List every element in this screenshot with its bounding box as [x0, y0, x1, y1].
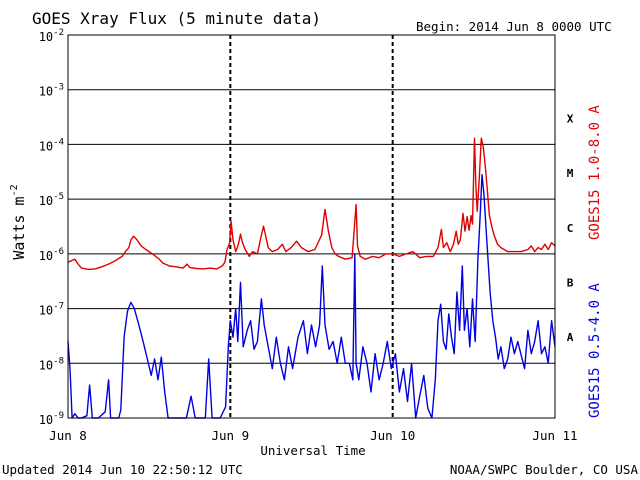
series-layer [67, 137, 556, 419]
y-tick-label-0: 10-2 [39, 28, 64, 44]
y-axis-label: Watts m-2 [9, 184, 28, 259]
flare-class-b: B [567, 276, 574, 289]
plot-frame [67, 34, 556, 419]
footer-updated: Updated 2014 Jun 10 22:50:12 UTC [2, 462, 243, 477]
series-line-0 [67, 137, 556, 271]
y-tick-label-1: 10-3 [39, 83, 64, 99]
flare-class-m: M [567, 167, 574, 180]
flare-class-c: C [567, 222, 574, 235]
legend-label-1.0-8.0: GOES15 1.0-8.0 A [587, 105, 603, 240]
x-tick-label-2: Jun 10 [370, 428, 415, 443]
x-axis-label: Universal Time [260, 443, 365, 458]
legend-long-series: GOES15 1.0-8.0 A [587, 105, 603, 240]
flare-class-a: A [567, 331, 574, 344]
svg-text:Watts m-2: Watts m-2 [9, 184, 28, 259]
x-tick-label-0: Jun 8 [49, 428, 87, 443]
y-tick-label-7: 10-9 [39, 411, 64, 427]
y-tick-label-2: 10-4 [39, 137, 64, 153]
series-line-1 [67, 174, 556, 419]
x-tick-label-3: Jun 11 [532, 428, 577, 443]
flare-class-layer: X M C B A [567, 112, 574, 344]
y-tick-label-4: 10-6 [39, 247, 64, 263]
y-tick-label-6: 10-8 [39, 356, 64, 372]
y-tick-label-3: 10-5 [39, 192, 64, 208]
x-tick-label-1: Jun 9 [212, 428, 250, 443]
footer-credit: NOAA/SWPC Boulder, CO USA [450, 462, 639, 477]
chart-title: GOES Xray Flux (5 minute data) [32, 9, 321, 28]
flare-class-x: X [567, 112, 574, 125]
y-axis-label-exponent: -2 [9, 184, 20, 196]
grid-layer [68, 34, 555, 419]
legend-label-0.5-4.0: GOES15 0.5-4.0 A [587, 283, 603, 418]
y-tick-label-5: 10-7 [39, 302, 64, 318]
x-tick-layer: Jun 8 Jun 9 Jun 10 Jun 11 [49, 428, 577, 443]
y-tick-layer: 10-2 10-3 10-4 10-5 10-6 10-7 10-8 10-9 [39, 28, 64, 427]
y-axis-label-text: Watts m [10, 196, 28, 259]
begin-label: Begin: 2014 Jun 8 0000 UTC [416, 19, 612, 34]
legend-short-series: GOES15 0.5-4.0 A [587, 283, 603, 418]
